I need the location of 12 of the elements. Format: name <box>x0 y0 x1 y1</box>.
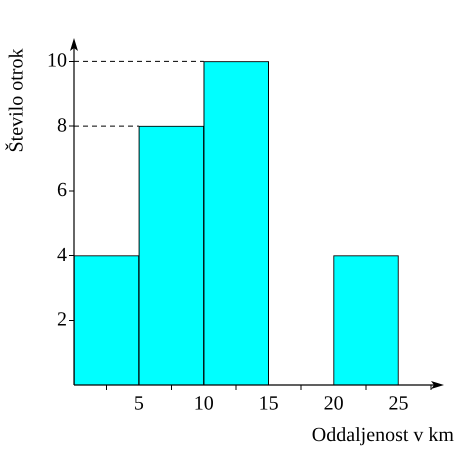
y-axis-title: Število otrok <box>6 48 28 152</box>
x-tick-label: 20 <box>324 392 344 414</box>
y-tick-label: 2 <box>57 308 67 331</box>
x-tick-label: 10 <box>194 392 214 414</box>
x-axis-title: Oddaljenost v km <box>312 424 454 447</box>
y-tick-label: 8 <box>57 114 67 136</box>
y-tick-label: 10 <box>47 50 67 72</box>
x-tick-label: 5 <box>134 392 144 414</box>
x-tick-label: 15 <box>258 392 279 414</box>
y-tick-label: 4 <box>57 244 67 266</box>
y-tick-label: 6 <box>57 179 67 202</box>
x-tick-label: 25 <box>388 392 408 414</box>
